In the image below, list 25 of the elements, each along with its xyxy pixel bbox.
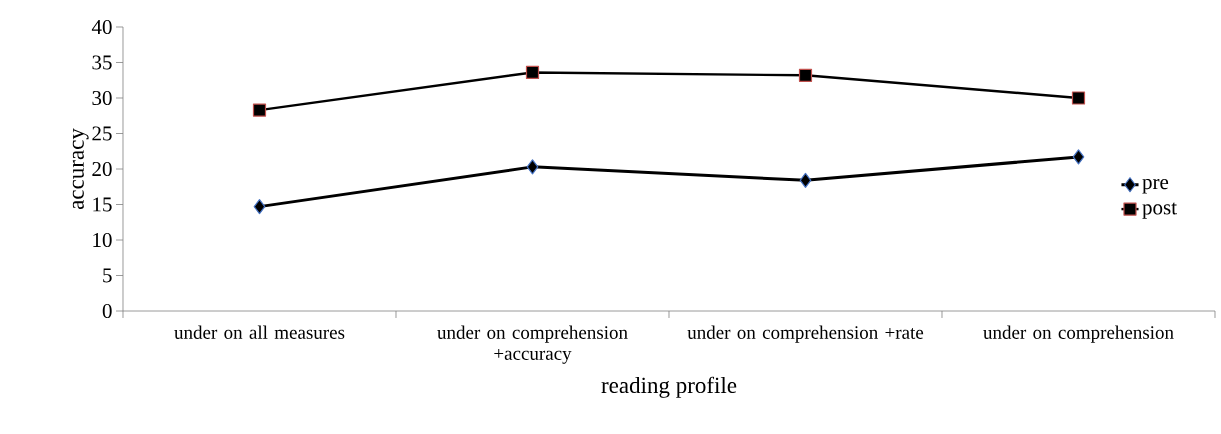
y-tick-label: 5 [103, 268, 112, 283]
point [798, 68, 813, 82]
point [252, 103, 267, 117]
y-tick-label: 35 [92, 55, 112, 70]
y-tick-label: 0 [102, 303, 112, 319]
point [525, 65, 540, 80]
x-tick-label: under on comprehension [983, 325, 1174, 343]
y-tick-label: 30 [92, 90, 112, 106]
y-tick-label: 15 [93, 197, 112, 212]
point [1071, 91, 1086, 105]
x-axis-title: reading profile [601, 376, 737, 398]
point [253, 199, 266, 215]
point [799, 172, 812, 188]
x-tick-label: under on comprehension +accuracy [437, 325, 628, 364]
point [1072, 149, 1085, 165]
y-axis-title: accuracy [72, 128, 89, 210]
y-tick-label: 10 [93, 232, 112, 248]
x-tick-label: under on all measures [174, 325, 345, 339]
point [526, 159, 539, 175]
legend-label: post [1142, 202, 1177, 219]
y-tick-label: 40 [91, 19, 112, 35]
legend-label: pre [1142, 179, 1169, 194]
y-tick-label: 20 [92, 161, 112, 177]
y-tick-label: 25 [92, 126, 112, 141]
x-tick-label: under on comprehension +rate [687, 325, 924, 343]
